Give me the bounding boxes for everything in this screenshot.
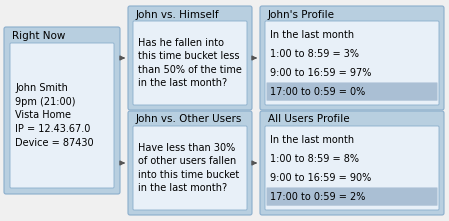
Text: In the last month: In the last month — [270, 135, 354, 145]
Text: Have less than 30%
of other users fallen
into this time bucket
in the last month: Have less than 30% of other users fallen… — [138, 143, 239, 193]
Text: 9:00 to 16:59 = 97%: 9:00 to 16:59 = 97% — [270, 68, 371, 78]
FancyBboxPatch shape — [265, 21, 439, 105]
Text: Has he fallen into
this time bucket less
than 50% of the time
in the last month?: Has he fallen into this time bucket less… — [138, 38, 242, 88]
Text: John's Profile: John's Profile — [268, 10, 335, 19]
Text: 1:00 to 8:59 = 3%: 1:00 to 8:59 = 3% — [270, 49, 359, 59]
Text: 17:00 to 0:59 = 0%: 17:00 to 0:59 = 0% — [270, 87, 365, 97]
Text: 9:00 to 16:59 = 90%: 9:00 to 16:59 = 90% — [270, 173, 371, 183]
FancyBboxPatch shape — [10, 43, 114, 188]
FancyBboxPatch shape — [133, 21, 247, 105]
Text: John vs. Himself: John vs. Himself — [136, 10, 220, 19]
FancyBboxPatch shape — [267, 82, 437, 101]
FancyBboxPatch shape — [4, 27, 120, 194]
Text: Right Now: Right Now — [12, 31, 66, 41]
FancyBboxPatch shape — [128, 6, 252, 110]
FancyBboxPatch shape — [133, 126, 247, 210]
FancyBboxPatch shape — [265, 126, 439, 210]
FancyBboxPatch shape — [128, 111, 252, 215]
FancyBboxPatch shape — [260, 111, 444, 215]
Text: 17:00 to 0:59 = 2%: 17:00 to 0:59 = 2% — [270, 192, 365, 202]
Text: John Smith
9pm (21:00)
Vista Home
IP = 12.43.67.0
Device = 87430: John Smith 9pm (21:00) Vista Home IP = 1… — [15, 83, 94, 148]
FancyBboxPatch shape — [267, 187, 437, 206]
FancyBboxPatch shape — [260, 6, 444, 110]
Text: All Users Profile: All Users Profile — [268, 114, 350, 124]
Text: John vs. Other Users: John vs. Other Users — [136, 114, 242, 124]
Text: In the last month: In the last month — [270, 30, 354, 40]
Text: 1:00 to 8:59 = 8%: 1:00 to 8:59 = 8% — [270, 154, 359, 164]
